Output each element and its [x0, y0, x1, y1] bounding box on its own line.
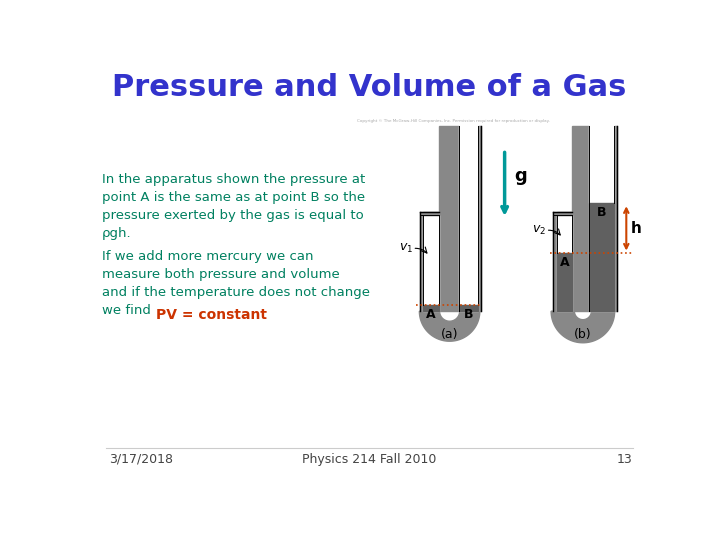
Bar — [557, 212, 572, 215]
Text: g: g — [514, 167, 526, 185]
Bar — [554, 215, 557, 311]
Text: A: A — [559, 256, 569, 269]
Bar — [423, 215, 438, 311]
Text: If we add more mercury we can
measure both pressure and volume
and if the temper: If we add more mercury we can measure bo… — [102, 249, 369, 316]
Text: A: A — [426, 308, 436, 321]
Bar — [477, 126, 481, 311]
Bar — [420, 212, 438, 215]
Polygon shape — [551, 311, 615, 343]
Text: $v_2$: $v_2$ — [533, 224, 546, 237]
Bar — [554, 212, 572, 215]
Bar — [557, 253, 572, 311]
Text: Copyright © The McGraw-Hill Companies, Inc. Permission required for reproduction: Copyright © The McGraw-Hill Companies, I… — [357, 119, 550, 123]
Text: 13: 13 — [617, 453, 632, 465]
Text: In the apparatus shown the pressure at
point A is the same as at point B so the
: In the apparatus shown the pressure at p… — [102, 173, 365, 240]
Text: h: h — [631, 221, 642, 236]
Text: 3/17/2018: 3/17/2018 — [109, 453, 174, 465]
Text: (a): (a) — [441, 328, 459, 341]
Text: PV = constant: PV = constant — [156, 308, 267, 322]
Bar — [589, 204, 614, 311]
Bar — [614, 126, 617, 311]
Bar — [459, 126, 477, 311]
Polygon shape — [419, 311, 480, 341]
Text: B: B — [597, 206, 606, 219]
Text: B: B — [464, 308, 473, 321]
Bar — [438, 126, 459, 311]
Bar — [423, 212, 438, 215]
Text: $v_1$: $v_1$ — [399, 242, 413, 255]
Bar — [589, 126, 614, 311]
Bar — [557, 215, 572, 311]
Bar — [459, 305, 477, 311]
Text: (b): (b) — [574, 328, 592, 341]
Bar — [420, 215, 423, 311]
Text: Physics 214 Fall 2010: Physics 214 Fall 2010 — [302, 453, 436, 465]
Bar — [423, 305, 438, 311]
Text: Pressure and Volume of a Gas: Pressure and Volume of a Gas — [112, 73, 626, 103]
Bar — [572, 126, 589, 311]
